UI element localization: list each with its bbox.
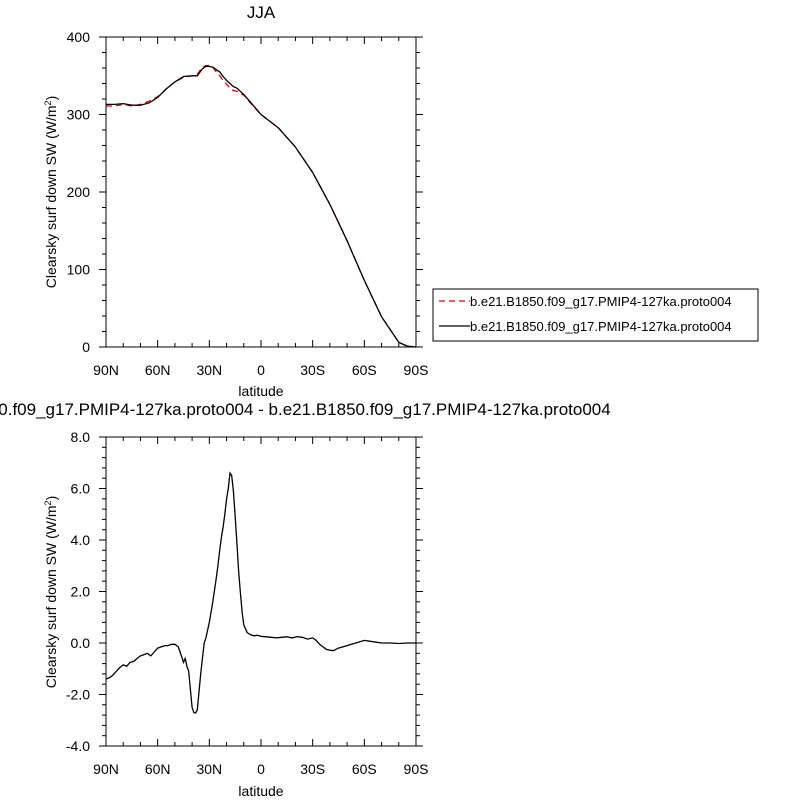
y-tick-label: -4.0	[66, 738, 90, 754]
legend-label-series-2: b.e21.B1850.f09_g17.PMIP4-127ka.proto004	[470, 319, 732, 334]
y-tick-label: 2.0	[71, 584, 91, 600]
x-tick-label: 30N	[196, 761, 222, 777]
top-y-axis-label: Clearsky surf down SW (W/m2)	[43, 96, 59, 289]
y-tick-label: 0.0	[71, 635, 91, 651]
x-tick-label: 60N	[145, 761, 171, 777]
x-tick-label: 0	[257, 362, 265, 378]
x-tick-label: 90N	[93, 761, 119, 777]
x-tick-label: 30S	[300, 761, 325, 777]
x-tick-label: 60N	[145, 362, 171, 378]
top-plot-frame	[105, 36, 417, 348]
bottom-plot-frame	[105, 436, 417, 747]
x-tick-label: 90S	[404, 761, 429, 777]
bottom-panel: b.e21.B1850.f09_g17.PMIP4-127ka.proto004…	[0, 400, 611, 799]
y-tick-label: 200	[67, 184, 91, 200]
top-x-axis-label: latitude	[238, 383, 283, 399]
x-tick-label: 60S	[352, 362, 377, 378]
y-tick-label: 6.0	[71, 481, 91, 497]
x-tick-label: 90S	[404, 362, 429, 378]
top-chart-title: JJA	[247, 3, 276, 22]
y-tick-label: 300	[67, 107, 91, 123]
bottom-x-axis-label: latitude	[238, 783, 283, 799]
y-tick-label: 400	[67, 29, 91, 45]
series-line-1	[105, 471, 416, 714]
y-tick-label: 0	[82, 339, 90, 355]
legend-box	[432, 288, 759, 342]
series-line-2	[106, 65, 417, 348]
y-tick-label: -2.0	[66, 687, 90, 703]
x-tick-label: 60S	[352, 761, 377, 777]
y-tick-label: 100	[67, 262, 91, 278]
x-tick-label: 30N	[196, 362, 222, 378]
top-panel: JJA 90N 60N 30N 0 30S 60S 90S 0 100 200 300 400 lat…	[43, 3, 759, 399]
x-tick-label: 90N	[93, 362, 119, 378]
bottom-y-axis-label: Clearsky surf down SW (W/m2)	[43, 496, 59, 689]
y-tick-label: 4.0	[71, 532, 91, 548]
x-tick-label: 0	[257, 761, 265, 777]
legend: b.e21.B1850.f09_g17.PMIP4-127ka.proto004…	[432, 288, 759, 342]
legend-label-series-1: b.e21.B1850.f09_g17.PMIP4-127ka.proto004	[470, 294, 732, 309]
x-tick-label: 30S	[300, 362, 325, 378]
y-tick-label: 8.0	[71, 429, 91, 445]
series-line-1	[106, 65, 417, 348]
bottom-chart-title: b.e21.B1850.f09_g17.PMIP4-127ka.proto004…	[0, 400, 611, 419]
